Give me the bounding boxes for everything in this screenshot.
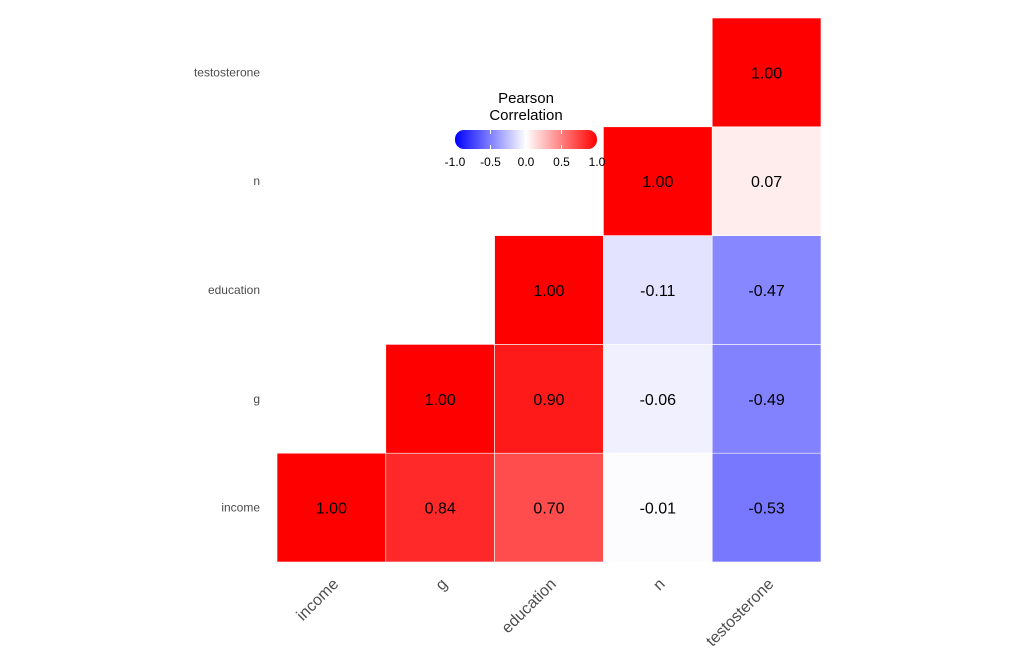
x-tick-label-income: income bbox=[294, 576, 343, 625]
x-tick-label-testosterone: testosterone bbox=[703, 576, 777, 650]
x-tick-label-n: n bbox=[650, 576, 668, 594]
legend-tick-label: 1.0 bbox=[589, 155, 606, 169]
cell-value-label: -0.47 bbox=[748, 283, 785, 300]
legend-title-line2: Correlation bbox=[489, 107, 563, 124]
cell-value-label: 1.00 bbox=[425, 392, 456, 409]
legend-colorbar bbox=[455, 130, 597, 149]
legend-tick-label: -0.5 bbox=[480, 155, 501, 169]
heatmap-cell-income-n bbox=[603, 452, 713, 563]
heatmap-cell-income-education bbox=[494, 452, 604, 563]
y-tick-label-testosterone: testosterone bbox=[194, 65, 260, 79]
cell-value-label: 0.84 bbox=[425, 501, 456, 518]
cell-value-label: -0.06 bbox=[640, 392, 677, 409]
y-tick-label-education: education bbox=[208, 283, 260, 297]
heatmap-cell-education-testosterone bbox=[711, 235, 822, 345]
y-tick-label-g: g bbox=[253, 392, 260, 406]
legend-tick-label: 0.0 bbox=[518, 155, 535, 169]
cell-value-label: 1.00 bbox=[642, 174, 673, 191]
legend-tick-label: 0.5 bbox=[553, 155, 570, 169]
cell-value-label: 0.90 bbox=[533, 392, 564, 409]
cell-value-label: -0.01 bbox=[640, 501, 677, 518]
legend-tick-label: -1.0 bbox=[445, 155, 466, 169]
heatmap-cell-n-testosterone bbox=[711, 126, 822, 236]
heatmap-cell-testosterone-testosterone bbox=[711, 17, 822, 128]
x-tick-label-g: g bbox=[433, 576, 451, 594]
heatmap-cell-income-income bbox=[276, 452, 387, 563]
legend-title: Pearson Correlation bbox=[446, 90, 606, 124]
heatmap-cell-g-g bbox=[385, 344, 495, 454]
legend-title-line1: Pearson bbox=[498, 90, 554, 107]
heatmap-cell-education-education bbox=[494, 235, 604, 345]
heatmap-cell-g-n bbox=[603, 344, 713, 454]
cell-value-label: 1.00 bbox=[751, 65, 782, 82]
cell-value-label: -0.49 bbox=[748, 392, 785, 409]
y-tick-label-n: n bbox=[253, 174, 260, 188]
cell-value-label: -0.11 bbox=[640, 283, 675, 300]
heatmap-cell-n-n bbox=[603, 126, 713, 236]
heatmap-cell-g-education bbox=[494, 344, 604, 454]
cell-value-label: -0.53 bbox=[748, 501, 785, 518]
cell-value-label: 0.70 bbox=[533, 501, 564, 518]
cell-value-label: 1.00 bbox=[316, 501, 347, 518]
y-tick-label-income: income bbox=[221, 501, 260, 515]
cell-value-label: 1.00 bbox=[533, 283, 564, 300]
cell-value-label: 0.07 bbox=[751, 174, 782, 191]
heatmap-cell-g-testosterone bbox=[711, 344, 822, 454]
x-tick-label-education: education bbox=[499, 576, 560, 637]
